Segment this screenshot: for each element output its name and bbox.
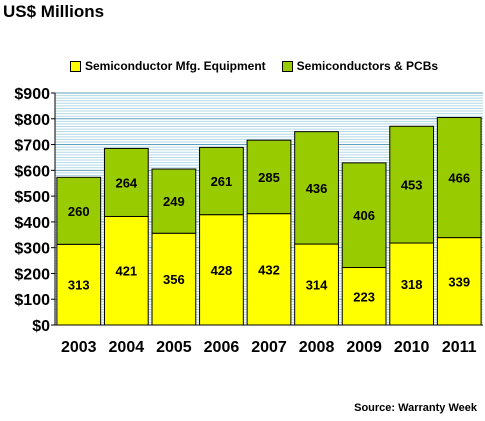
y-tick-label-100: $100 [14,292,50,309]
x-tick-label-2007: 2007 [251,339,287,356]
y-tick-label-500: $500 [14,189,50,206]
data-label-semiconductors-pcbs-2006: 261 [211,174,233,189]
x-tick-label-2003: 2003 [61,339,97,356]
x-tick-label-2004: 2004 [109,339,145,356]
bar-semiconductor-mfg-equipment-2003 [56,243,102,326]
data-label-semiconductors-pcbs-2009: 406 [353,208,375,223]
y-tick-label-600: $600 [14,163,50,180]
bar-semiconductor-mfg-equipment-2010 [389,242,435,326]
bar-semiconductors-pcbs-2006 [199,146,244,216]
legend-swatch-semiconductor-mfg-equipment [70,60,81,72]
data-label-semiconductor-mfg-equipment-2008: 314 [306,278,328,293]
data-label-semiconductors-pcbs-2008: 436 [306,181,328,196]
bar-semiconductors-pcbs-2008 [294,131,339,245]
legend-swatch-semiconductors-pcbs [281,60,293,72]
data-label-semiconductor-mfg-equipment-2007: 432 [258,262,280,277]
data-label-semiconductors-pcbs-2007: 285 [258,170,280,185]
x-tick-label-2006: 2006 [204,339,240,356]
data-label-semiconductors-pcbs-2010: 453 [401,178,423,193]
bar-semiconductors-pcbs-2009 [341,162,387,269]
y-tick-label-300: $300 [14,241,50,258]
data-label-semiconductors-pcbs-2011: 466 [448,171,470,186]
bar-semiconductors-pcbs-2004 [103,147,149,217]
data-label-semiconductor-mfg-equipment-2005: 356 [163,272,185,287]
y-tick-label-700: $700 [14,138,50,155]
chart-title: US$ Millions [3,2,105,21]
x-tick-label-2005: 2005 [156,339,192,356]
y-tick-label-200: $200 [14,266,50,283]
y-tick-label-800: $800 [14,112,50,129]
data-label-semiconductors-pcbs-2004: 264 [115,175,137,190]
data-label-semiconductor-mfg-equipment-2011: 339 [448,274,470,289]
bar-semiconductors-pcbs-2010 [389,125,435,244]
data-label-semiconductors-pcbs-2003: 260 [68,204,90,219]
data-label-semiconductor-mfg-equipment-2006: 428 [211,263,233,278]
bar-semiconductors-pcbs-2007 [246,139,292,215]
x-tick-label-2009: 2009 [346,339,382,356]
bar-semiconductors-pcbs-2005 [151,168,197,234]
data-label-semiconductor-mfg-equipment-2004: 421 [115,264,137,279]
data-label-semiconductor-mfg-equipment-2003: 313 [68,278,90,293]
legend-label-semiconductors-pcbs: Semiconductors & PCBs [296,59,439,73]
legend-item-semiconductors-pcbs: Semiconductors & PCBs [281,59,439,73]
x-tick-label-2008: 2008 [299,339,335,356]
data-label-semiconductor-mfg-equipment-2010: 318 [401,277,423,292]
x-tick-label-2010: 2010 [394,339,430,356]
y-tick-label-0: $0 [32,318,50,335]
legend-item-semiconductor-mfg-equipment: Semiconductor Mfg. Equipment [70,59,266,73]
data-label-semiconductors-pcbs-2005: 249 [163,194,185,209]
data-label-semiconductor-mfg-equipment-2009: 223 [353,289,375,304]
bar-semiconductors-pcbs-2003 [56,176,102,245]
legend: Semiconductor Mfg. Equipment Semiconduct… [70,57,454,75]
bar-semiconductors-pcbs-2011 [436,116,482,239]
y-tick-label-400: $400 [14,215,50,232]
y-tick-label-900: $900 [14,86,50,103]
legend-label-semiconductor-mfg-equipment: Semiconductor Mfg. Equipment [85,59,266,73]
x-tick-label-2011: 2011 [442,339,477,356]
source-label: Source: Warranty Week [354,402,477,414]
